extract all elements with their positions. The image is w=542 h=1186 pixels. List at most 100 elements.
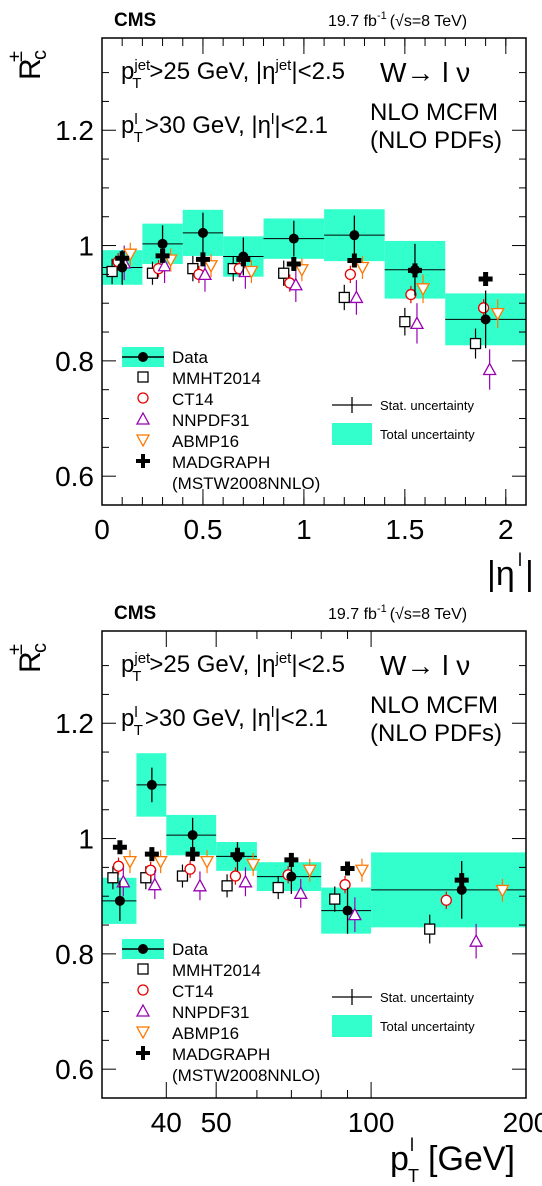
- ct14-point: [230, 871, 240, 881]
- nnpdf-point: [350, 291, 362, 302]
- legend-total-label: Total uncertainty: [380, 427, 475, 442]
- jet-cut-label-top: pjet T >25 GeV, |ηjet|<2.5: [121, 57, 345, 92]
- y-tick-label: 0.6: [55, 461, 94, 492]
- abmp-point: [356, 865, 368, 876]
- legend-stat-label: Stat. uncertainty: [380, 398, 474, 413]
- ct14-point: [185, 864, 195, 874]
- legend-data-marker: [138, 944, 148, 954]
- mmht-point: [279, 268, 289, 278]
- svg-text:|: |: [525, 555, 534, 593]
- legend-abmp-marker: [137, 1027, 149, 1038]
- data-point: [238, 252, 248, 262]
- legend-ct14-marker: [138, 393, 148, 403]
- svg-text:c: c: [29, 50, 51, 60]
- lepton-cut-label-top: pl T>30 GeV, |ηl|<2.1: [121, 111, 328, 146]
- ct14-point: [479, 303, 489, 313]
- data-point: [349, 230, 359, 240]
- data-point: [286, 872, 296, 882]
- data-point: [232, 851, 242, 861]
- ct14-point: [441, 895, 451, 905]
- legend-ct14-label: CT14: [172, 390, 214, 409]
- legend-total-band: [332, 423, 372, 445]
- legend-mmht-marker: [138, 372, 148, 382]
- legend-mmht-label: MMHT2014: [172, 961, 261, 980]
- x-axis-title-bottom: p l T [GeV]: [390, 1135, 515, 1186]
- data-point: [115, 896, 125, 906]
- mmht-point: [222, 881, 232, 891]
- legend-madgraph-label-1: MADGRAPH: [172, 453, 270, 472]
- data-point: [158, 239, 168, 249]
- svg-text:[GeV]: [GeV]: [428, 1140, 515, 1178]
- svg-text:p: p: [390, 1140, 409, 1178]
- mmht-point: [330, 894, 340, 904]
- legend-ct14-marker: [138, 985, 148, 995]
- x-tick-label: 0: [94, 514, 110, 545]
- y-axis-title-bottom: R ± c: [5, 643, 51, 673]
- x-tick-label: 100: [348, 1107, 395, 1138]
- legend-madgraph-marker: [136, 454, 150, 468]
- svg-text:c: c: [29, 643, 51, 653]
- cms-label-top: CMS: [114, 10, 156, 31]
- theory-label-1-top: NLO MCFM: [370, 99, 498, 126]
- panel-pt: CMS 19.7 fb-1 (√s=8 TeV) R ± c 0.6 0.8 1 1.2…: [5, 603, 542, 1186]
- x-tick-label: 1: [296, 514, 312, 545]
- mmht-point: [425, 924, 435, 934]
- process-label-bottom: W→ l ν: [380, 650, 470, 681]
- legend-madgraph-label-2: (MSTW2008NNLO): [172, 1066, 320, 1085]
- theory-label-2-bottom: (NLO PDFs): [370, 720, 502, 747]
- madgraph-point: [479, 272, 493, 286]
- y-tick-label: 1.2: [55, 115, 94, 146]
- mmht-point: [339, 292, 349, 302]
- legend-nnpdf-label: NNPDF31: [172, 411, 249, 430]
- ct14-point: [146, 865, 156, 875]
- legend-data-marker: [138, 352, 148, 362]
- mmht-point: [273, 883, 283, 893]
- legend-nnpdf-marker: [137, 413, 149, 424]
- nnpdf-point: [484, 364, 496, 375]
- legend-data-label: Data: [172, 348, 208, 367]
- x-tick-label: 0.5: [183, 514, 222, 545]
- data-point: [343, 906, 353, 916]
- legend-madgraph-label-2: (MSTW2008NNLO): [172, 474, 320, 493]
- legend-madgraph-label-1: MADGRAPH: [172, 1045, 270, 1064]
- data-point: [410, 265, 420, 275]
- legend-stat-label: Stat. uncertainty: [380, 990, 474, 1005]
- legend-nnpdf-label: NNPDF31: [172, 1003, 249, 1022]
- svg-text:T: T: [408, 1166, 419, 1186]
- svg-text:l: l: [518, 550, 522, 570]
- madgraph-point: [113, 840, 127, 854]
- legend-mmht-marker: [138, 964, 148, 974]
- data-point: [117, 262, 127, 272]
- abmp-point: [201, 857, 213, 868]
- legend-bottom: Data MMHT2014 CT14 NNPDF31 ABMP16 MADGRA…: [122, 939, 475, 1085]
- theory-label-2-top: (NLO PDFs): [370, 127, 502, 154]
- svg-text:|η: |η: [487, 555, 515, 593]
- jet-cut-label-bottom: pjet T >25 GeV, |ηjet|<2.5: [121, 650, 345, 685]
- data-point: [457, 885, 467, 895]
- nnpdf-point: [470, 935, 482, 946]
- svg-text:±: ±: [5, 644, 27, 655]
- lumi-label-bottom: 19.7 fb-1 (√s=8 TeV): [328, 603, 467, 623]
- x-tick-label: 40: [151, 1107, 182, 1138]
- data-point: [188, 830, 198, 840]
- data-point: [289, 234, 299, 244]
- ct14-point: [345, 269, 355, 279]
- nnpdf-point: [194, 880, 206, 891]
- data-point: [481, 314, 491, 324]
- legend-abmp-label: ABMP16: [172, 432, 239, 451]
- process-label-top: W→ l ν: [380, 57, 470, 88]
- y-axis-title-top: R ± c: [5, 50, 51, 80]
- lepton-cut-label-bottom: pl T>30 GeV, |ηl|<2.1: [121, 704, 328, 739]
- legend-total-band: [332, 1015, 372, 1037]
- data-point: [198, 228, 208, 238]
- ct14-point: [114, 861, 124, 871]
- cms-label-bottom: CMS: [114, 603, 156, 624]
- madgraph-point: [341, 862, 355, 876]
- panel-eta: CMS 19.7 fb-1 (√s=8 TeV) R ± c 0.6 0.8 1 1.2…: [5, 10, 534, 593]
- data-point: [147, 780, 157, 790]
- y-tick-label: 0.6: [55, 1054, 94, 1085]
- y-tick-label: 1: [78, 231, 94, 262]
- mmht-point: [108, 873, 118, 883]
- svg-text:l: l: [410, 1135, 414, 1155]
